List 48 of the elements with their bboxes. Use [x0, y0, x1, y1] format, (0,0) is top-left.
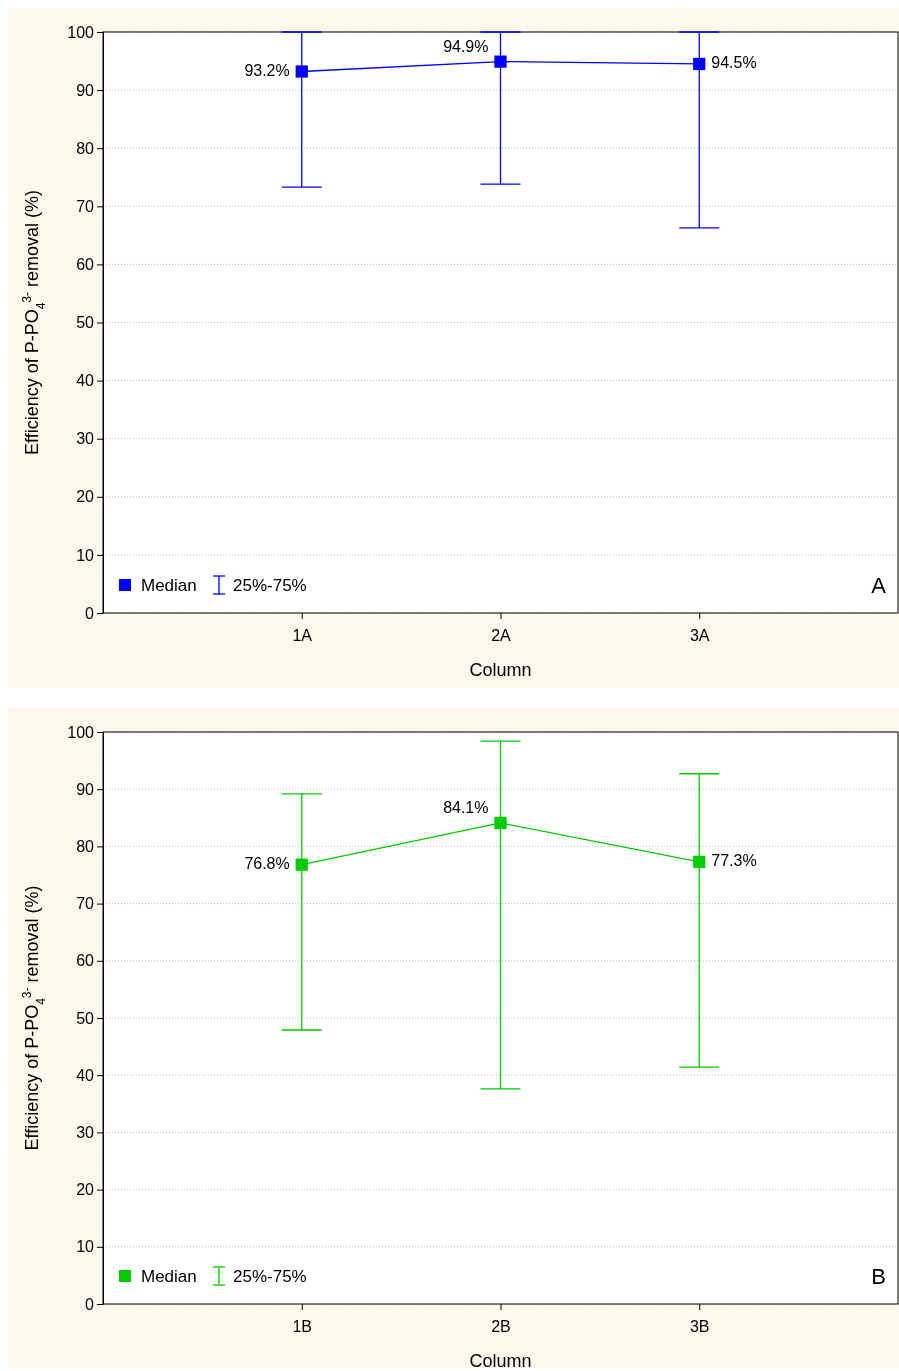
y-tick-label: 0: [85, 604, 95, 622]
x-tick-label: 2B: [491, 1318, 511, 1336]
x-tick-label: 1A: [292, 627, 313, 645]
x-axis-title: Column: [469, 1351, 532, 1371]
y-tick-label: 70: [76, 895, 95, 913]
y-tick-label: 0: [85, 1295, 95, 1313]
y-tick-label: 50: [76, 314, 95, 332]
point: [693, 57, 706, 71]
x-tick-label: 2A: [491, 627, 512, 645]
point: [494, 816, 507, 830]
point: [494, 55, 507, 68]
legend-label: Median: [141, 576, 197, 595]
x-tick-label: 1B: [292, 1318, 313, 1336]
data-label: 77.3%: [711, 851, 757, 869]
y-tick-label: 80: [76, 838, 95, 856]
legend-label: Median: [141, 1267, 197, 1286]
data-label: 93.2%: [244, 61, 290, 79]
y-tick-label: 70: [76, 197, 95, 215]
point: [295, 65, 308, 78]
y-tick-label: 100: [67, 23, 95, 41]
y-tick-label: 40: [76, 1066, 95, 1084]
y-tick-label: 10: [76, 1238, 95, 1256]
y-tick-label: 60: [76, 952, 95, 970]
data-label: 84.1%: [443, 798, 489, 816]
data-label: 94.9%: [443, 37, 489, 55]
y-tick-label: 30: [76, 430, 95, 448]
data-label: 76.8%: [244, 854, 290, 872]
y-tick-label: 40: [76, 372, 95, 390]
y-tick-label: 50: [76, 1009, 95, 1027]
annotation: B: [871, 1264, 886, 1289]
y-tick-label: 80: [76, 139, 95, 157]
x-axis-title: Column: [469, 660, 532, 680]
y-tick-label: 60: [76, 256, 95, 274]
y-tick-label: 90: [76, 81, 95, 99]
y-tick-label: 100: [67, 723, 95, 741]
annotation: 25%-75%: [233, 576, 307, 595]
point: [295, 858, 308, 871]
y-tick-label: 30: [76, 1124, 95, 1142]
y-tick-label: 10: [76, 546, 95, 564]
data-label: 94.5%: [711, 53, 757, 71]
y-tick-label: 90: [76, 780, 95, 798]
point: [693, 855, 706, 868]
annotation: A: [871, 573, 887, 598]
x-tick-label: 3B: [689, 1318, 710, 1336]
x-tick-label: 3A: [689, 627, 710, 645]
y-tick-label: 20: [76, 1181, 95, 1199]
annotation: 25%-75%: [233, 1267, 307, 1286]
y-tick-label: 20: [76, 488, 95, 506]
